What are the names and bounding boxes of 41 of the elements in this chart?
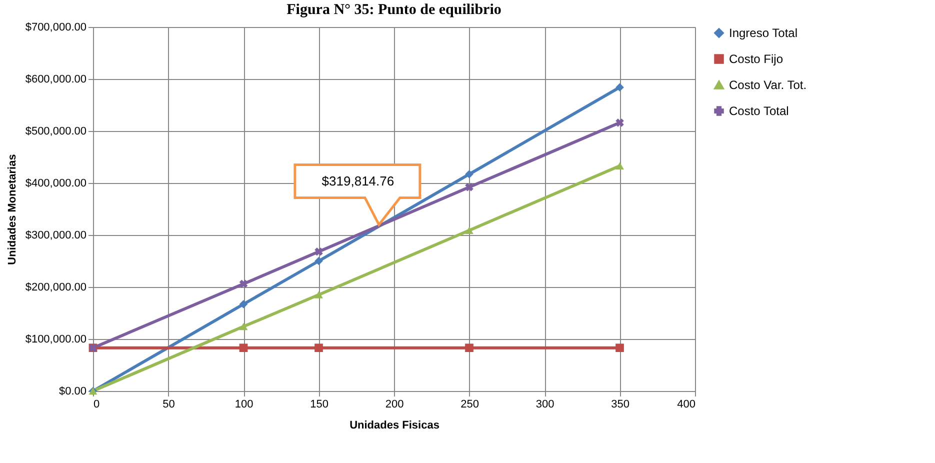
annotation: $319,814.76 xyxy=(322,174,394,189)
point xyxy=(239,344,248,352)
point xyxy=(314,248,323,256)
x-tick-label: 50 xyxy=(162,398,175,410)
y-tick-label: $500,000.00 xyxy=(25,126,86,138)
legend-label: Costo Fijo xyxy=(729,52,784,66)
point xyxy=(465,226,474,234)
legend-label: Costo Var. Tot. xyxy=(729,78,807,92)
point xyxy=(465,183,474,192)
x-tick-label: 0 xyxy=(94,398,100,410)
point xyxy=(239,322,248,330)
point xyxy=(465,344,474,352)
x-tick-label: 100 xyxy=(234,398,254,410)
y-tick-label: $300,000.00 xyxy=(25,230,86,242)
x-tick-label: 250 xyxy=(460,398,479,410)
legend-label: Ingreso Total xyxy=(729,26,798,40)
point xyxy=(616,83,624,92)
point xyxy=(616,118,624,127)
legend-label: Costo Total xyxy=(729,104,789,118)
x-axis-title: Unidades Fisicas xyxy=(350,420,440,432)
x-tick-label: 200 xyxy=(385,398,404,410)
y-tick-label: $0.00 xyxy=(58,386,86,398)
x-tick-label: 350 xyxy=(611,398,630,410)
y-tick-label: $700,000.00 xyxy=(25,22,86,34)
chart-title: Figura N° 35: Punto de equilibrio xyxy=(286,2,502,18)
y-tick-label: $400,000.00 xyxy=(25,178,86,190)
x-tick-label: 300 xyxy=(536,398,554,410)
y-axis-title: Unidades Monetarias xyxy=(6,154,18,265)
point xyxy=(314,344,323,352)
point xyxy=(616,162,624,170)
point xyxy=(465,170,474,178)
point xyxy=(239,300,248,308)
y-tick-label: $200,000.00 xyxy=(25,282,86,294)
x-tick-label: 400 xyxy=(677,398,696,410)
y-tick-label: $100,000.00 xyxy=(25,334,86,346)
point xyxy=(314,291,323,298)
point xyxy=(239,280,248,288)
x-tick-label: 150 xyxy=(310,398,328,410)
y-tick-label: $600,000.00 xyxy=(25,74,86,86)
point xyxy=(314,256,323,266)
point xyxy=(616,344,624,352)
